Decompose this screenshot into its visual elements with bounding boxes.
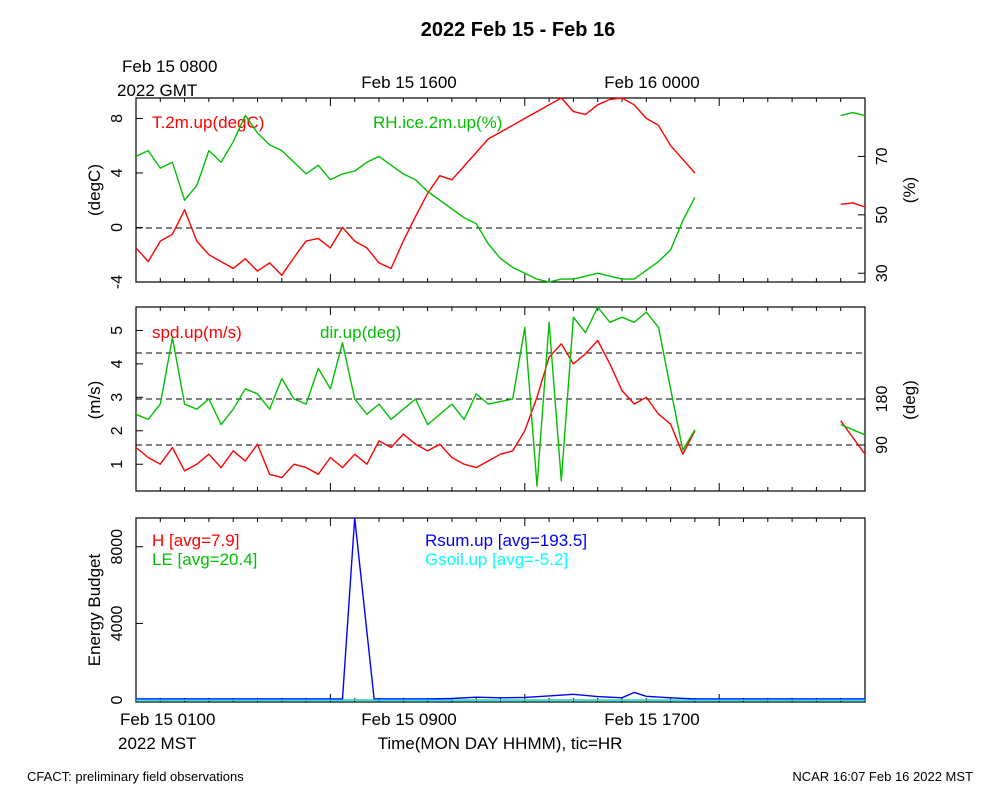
left-tick-label: 0 — [109, 696, 126, 705]
left-tick-label: 3 — [109, 393, 126, 402]
panel-wind: (m/s) (deg) spd.up(m/s) dir.up(deg) 1 2 3 4… — [85, 307, 919, 491]
left-tick-label: 4 — [109, 359, 126, 368]
chart-title: 2022 Feb 15 - Feb 16 — [421, 19, 616, 41]
left-tick-label: 8000 — [109, 529, 126, 565]
series-line-rh-ice-2m-up- — [136, 116, 695, 283]
legend-spd: spd.up(m/s) — [152, 323, 242, 342]
panel-3-left-axis-label: Energy Budget — [85, 553, 104, 666]
right-tick-label: 90 — [874, 436, 891, 454]
legend-gsoil: Gsoil.up [avg=-5.2] — [425, 550, 568, 569]
series-line-rh-ice-2m-up- — [841, 113, 865, 116]
x-axis-label: Time(MON DAY HHMM), tic=HR — [378, 734, 623, 753]
legend-rh-ice: RH.ice.2m.up(%) — [373, 113, 502, 132]
legend-dir: dir.up(deg) — [320, 323, 401, 342]
left-tick-label: 4 — [109, 168, 126, 177]
panel-1-left-axis-label: (degC) — [85, 164, 104, 216]
top-axis-start-label-1: Feb 15 0800 — [122, 57, 217, 76]
legend-le: LE [avg=20.4] — [152, 550, 257, 569]
left-tick-label: 5 — [109, 326, 126, 335]
bottom-axis-start-label-2: 2022 MST — [118, 734, 196, 753]
series-line-spd-up-m-s- — [136, 341, 695, 478]
panel-energy-budget: Energy Budget H [avg=7.9] LE [avg=20.4] … — [85, 518, 865, 705]
footer-left: CFACT: preliminary field observations — [27, 769, 244, 784]
panel-2-right-axis-label: (deg) — [900, 380, 919, 420]
top-axis-tick-label-2: Feb 16 0000 — [604, 73, 699, 92]
footer-right: NCAR 16:07 Feb 16 2022 MST — [792, 769, 973, 784]
bottom-axis-start-label-1: Feb 15 0100 — [120, 710, 215, 729]
legend-rsum: Rsum.up [avg=193.5] — [425, 531, 587, 550]
panel-1-right-axis-label: (%) — [900, 177, 919, 203]
top-axis-start-label-2: 2022 GMT — [117, 81, 197, 100]
right-tick-label: 180 — [874, 386, 891, 413]
panel-2-left-axis-label: (m/s) — [85, 381, 104, 420]
panel-temperature-humidity: (degC) (%) T.2m.up(degC) RH.ice.2m.up(%)… — [85, 98, 919, 289]
top-axis-tick-label-1: Feb 15 1600 — [361, 73, 456, 92]
series-line-t-2m-up-degc- — [841, 203, 865, 207]
legend-h: H [avg=7.9] — [152, 531, 239, 550]
bottom-axis-tick-label-2: Feb 15 1700 — [604, 710, 699, 729]
left-tick-label: 2 — [109, 426, 126, 435]
left-tick-label: 4000 — [109, 606, 126, 642]
left-tick-label: -4 — [109, 275, 126, 289]
left-tick-label: 8 — [109, 114, 126, 123]
series-line-dir-up-deg- — [841, 425, 865, 435]
right-tick-label: 70 — [874, 147, 891, 165]
left-tick-label: 0 — [109, 223, 126, 232]
bottom-axis-tick-label-1: Feb 15 0900 — [361, 710, 456, 729]
right-tick-label: 30 — [874, 264, 891, 282]
left-tick-label: 1 — [109, 460, 126, 469]
panel-2-series — [136, 307, 865, 486]
right-tick-label: 50 — [874, 206, 891, 224]
legend-t2m: T.2m.up(degC) — [152, 113, 264, 132]
